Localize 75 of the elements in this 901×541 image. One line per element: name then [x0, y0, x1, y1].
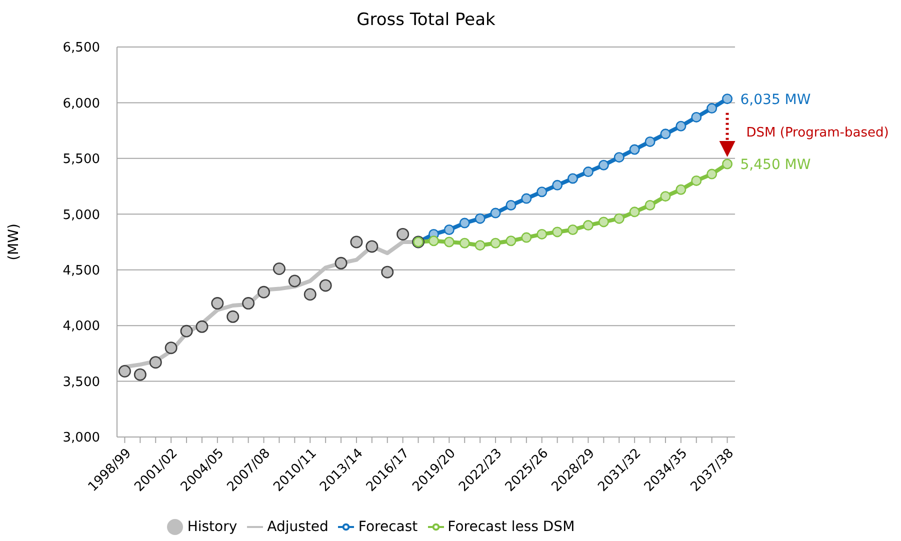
- legend-label: History: [187, 519, 238, 535]
- point: [164, 342, 178, 354]
- point: [691, 112, 702, 122]
- point: [134, 368, 146, 381]
- point: [211, 297, 224, 310]
- point: [536, 228, 548, 240]
- point: [319, 279, 332, 292]
- point: [552, 226, 563, 238]
- y-tick-label: 6,000: [62, 96, 100, 112]
- point: [568, 224, 578, 235]
- y-tick-label: 3,000: [62, 430, 100, 446]
- point: [629, 206, 640, 218]
- point: [226, 310, 240, 323]
- point: [196, 320, 208, 333]
- point: [490, 208, 501, 218]
- point: [676, 184, 686, 195]
- point: [706, 168, 718, 180]
- point: [691, 175, 702, 186]
- point: [722, 94, 733, 104]
- point: [536, 186, 548, 198]
- point: [242, 297, 255, 310]
- y-tick-label: 5,000: [62, 208, 100, 223]
- point: [272, 262, 286, 275]
- y-axis-title: (MW): [6, 224, 22, 260]
- point: [459, 218, 470, 228]
- point: [288, 274, 301, 288]
- point: [582, 166, 594, 178]
- point: [444, 224, 454, 235]
- point: [644, 136, 656, 147]
- point: [459, 238, 470, 248]
- point: [706, 103, 718, 114]
- point: [521, 232, 532, 243]
- point: [490, 238, 501, 248]
- point: [180, 324, 193, 338]
- point: [644, 200, 656, 210]
- point: [598, 216, 609, 228]
- point: [149, 356, 162, 369]
- point: [660, 128, 671, 140]
- y-tick-label: 4,500: [62, 263, 100, 278]
- point: [598, 160, 609, 170]
- point: [629, 144, 640, 155]
- point: [350, 236, 363, 248]
- point: [614, 213, 624, 224]
- y-tick-label: 6,500: [62, 40, 100, 56]
- y-tick-label: 3,500: [62, 374, 100, 390]
- annotation: 5,450 MW: [740, 157, 811, 173]
- legend-label: Forecast less DSM: [448, 519, 575, 535]
- point: [582, 220, 594, 231]
- point: [474, 240, 486, 251]
- legend-label: Adjusted: [267, 519, 328, 535]
- y-tick-label: 4,000: [62, 319, 100, 334]
- point: [428, 236, 439, 246]
- point: [521, 193, 532, 204]
- chart-title: Gross Total Peak: [356, 10, 496, 30]
- point: [614, 152, 624, 163]
- legend-label: Forecast: [358, 519, 418, 535]
- y-tick-label: 5,500: [62, 152, 100, 168]
- point: [568, 173, 578, 184]
- point: [474, 213, 486, 224]
- point: [304, 288, 316, 301]
- point: [660, 191, 671, 202]
- point: [506, 236, 516, 246]
- point: [334, 256, 348, 270]
- point: [676, 120, 686, 132]
- point: [366, 240, 378, 253]
- point: [381, 266, 394, 278]
- annotation: 6,035 MW: [740, 92, 811, 108]
- point: [258, 286, 270, 298]
- point: [506, 200, 516, 210]
- point: [444, 236, 454, 248]
- text: DSM (Program-based): [746, 125, 889, 140]
- point: [396, 228, 410, 240]
- point: [552, 180, 563, 190]
- point: [118, 365, 131, 378]
- point: [722, 158, 733, 170]
